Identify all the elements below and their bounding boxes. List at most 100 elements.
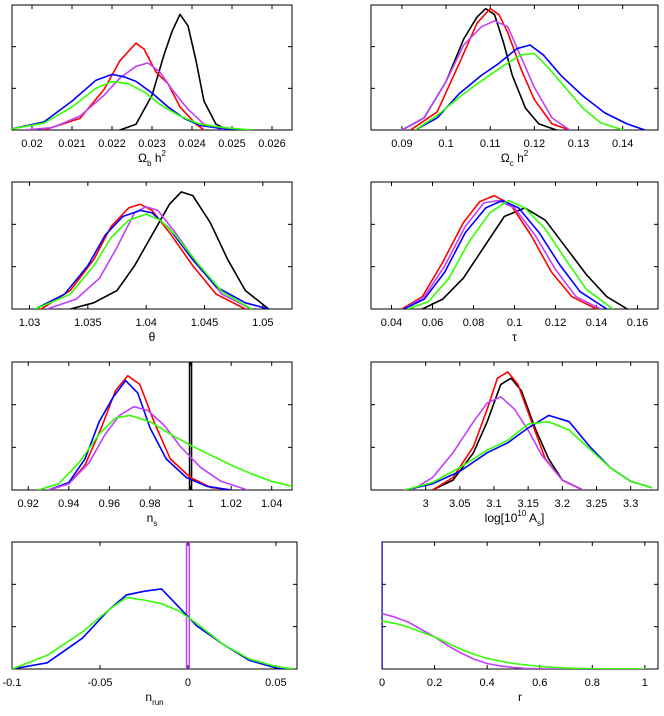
series-line-green <box>37 414 292 490</box>
x-axis-label: log[1010 As] <box>485 509 545 528</box>
series-line-red <box>40 203 247 309</box>
x-axis-label-tail-base: A <box>526 511 537 525</box>
axes-frame <box>11 541 298 670</box>
series-line-red <box>409 7 571 130</box>
x-tick-label: 0.16 <box>627 317 648 329</box>
x-tick-label: 1.035 <box>74 317 102 329</box>
series-line-red <box>431 371 584 490</box>
x-tick-label: 3.2 <box>555 498 570 510</box>
x-axis-label-subscript: s <box>153 519 157 528</box>
subplot-tau: 0.04 0.06 0.08 0.1 0.12 0.14 0.16 τ <box>370 181 659 344</box>
x-tick-label: 1.02 <box>220 498 241 510</box>
x-axis-label-base: log[10 <box>485 511 518 525</box>
axes-frame <box>381 541 659 670</box>
axes-frame <box>11 181 293 310</box>
x-tick-label: 3.1 <box>486 498 501 510</box>
x-axis-label-subscript: b <box>147 159 152 168</box>
subplot-log-as: 3 3.05 3.1 3.15 3.2 3.25 3.3 log[1010 As] <box>370 361 659 528</box>
x-tick-label: 1.05 <box>252 317 273 329</box>
series-line-magenta <box>382 612 567 669</box>
axes-frame <box>370 181 659 310</box>
x-tick-label: 0.13 <box>568 138 589 150</box>
series-line-green <box>382 620 646 669</box>
x-axis-label-base: n <box>147 511 154 525</box>
x-axis-label-mid: h <box>151 151 161 165</box>
series-line-green <box>407 199 614 309</box>
subplot-ns: 0.92 0.94 0.96 0.98 1 1.02 1.04 ns <box>11 361 293 528</box>
x-tick-label: 0 <box>379 677 385 689</box>
series-line-blue <box>402 199 608 309</box>
series-line-green <box>414 52 624 130</box>
x-tick-label: -0.05 <box>87 677 112 689</box>
x-tick-label: 0.06 <box>422 317 443 329</box>
x-tick-label: 0.02 <box>21 138 42 150</box>
series-line-magenta <box>411 395 584 490</box>
x-tick-label: 0.025 <box>218 138 246 150</box>
x-axis-label: ns <box>147 511 158 528</box>
series-line-green <box>12 596 295 669</box>
x-axis-label-base: Ω <box>501 151 510 165</box>
x-axis-label: τ <box>512 330 517 344</box>
x-tick-label: 1.045 <box>191 317 219 329</box>
x-tick-label: 0.6 <box>532 677 547 689</box>
x-tick-label: 1.03 <box>19 317 40 329</box>
series-line-magenta <box>402 199 602 309</box>
x-tick-label: 0.08 <box>463 317 484 329</box>
x-tick-label: 1 <box>642 677 648 689</box>
x-tick-label: 0.09 <box>391 138 412 150</box>
x-tick-label: 0.05 <box>265 677 286 689</box>
x-tick-label: 0.1 <box>507 317 522 329</box>
x-axis-label-base: τ <box>512 330 517 344</box>
x-tick-label: 0.1 <box>438 138 453 150</box>
x-axis-label-superscript: 2 <box>162 149 167 158</box>
x-axis-label: θ <box>149 330 156 344</box>
x-axis-label-base: r <box>518 690 522 704</box>
series-line-black <box>421 207 629 309</box>
x-tick-label: 0.92 <box>18 498 39 510</box>
subplot-r: 0 0.2 0.4 0.6 0.8 1 r <box>379 541 659 704</box>
x-tick-label: 0.94 <box>58 498 79 510</box>
series-line-magenta <box>401 19 571 130</box>
x-axis-label-subscript: run <box>152 698 164 707</box>
x-tick-label: 1.04 <box>261 498 282 510</box>
x-tick-label: 0.024 <box>178 138 206 150</box>
x-axis-label-superscript: 2 <box>524 149 529 158</box>
subplot-n-run: -0.1 -0.05 0 0.05 nrun <box>3 541 298 707</box>
x-tick-label: 3.3 <box>623 498 638 510</box>
series-line-red <box>43 42 205 130</box>
plot-area <box>400 194 629 309</box>
x-axis-label-mid: h <box>514 151 524 165</box>
x-axis-label-base: n <box>145 690 152 704</box>
subplot-omega-c: 0.09 0.1 0.11 0.12 0.13 0.14 Ωc h2 <box>370 4 659 168</box>
series-line-blue <box>414 44 646 130</box>
x-tick-label: 0.8 <box>585 677 600 689</box>
axes-frame <box>370 361 659 491</box>
x-tick-label: -0.1 <box>3 677 22 689</box>
subplot-omega-b: 0.02 0.021 0.022 0.023 0.024 0.025 0.026 Ωb h2 <box>11 4 293 168</box>
series-line-blue <box>404 414 653 490</box>
series-line-black <box>119 13 229 130</box>
x-tick-label: 0.4 <box>479 677 494 689</box>
series-line-black <box>401 7 558 130</box>
axes-frame <box>11 4 293 131</box>
plot-area <box>12 542 295 669</box>
x-axis-label-base: Ω <box>138 151 147 165</box>
x-axis-label: Ωc h2 <box>501 149 529 168</box>
x-tick-label: 0.98 <box>139 498 160 510</box>
series-line-magenta <box>46 205 252 309</box>
series-line-black <box>431 377 584 490</box>
series-line-blue <box>12 73 253 130</box>
series-line-green <box>404 420 653 490</box>
series-line-magenta <box>47 405 249 490</box>
x-tick-label: 0.2 <box>427 677 442 689</box>
x-axis-label: Ωb h2 <box>138 149 166 168</box>
series-line-red <box>400 194 598 309</box>
x-tick-label: 0.96 <box>99 498 120 510</box>
subplot-theta: 1.03 1.035 1.04 1.045 1.05 θ <box>11 181 293 344</box>
x-tick-label: 0.12 <box>545 317 566 329</box>
x-tick-label: 0.021 <box>58 138 86 150</box>
series-line-green <box>34 213 252 309</box>
series-line-blue <box>47 379 232 490</box>
series-line-green <box>12 80 253 130</box>
